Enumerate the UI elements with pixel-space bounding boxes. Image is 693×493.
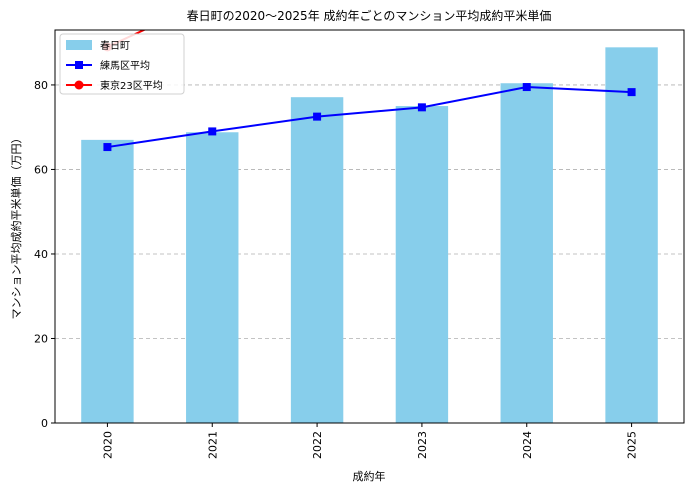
bars — [81, 47, 658, 423]
legend-label: 春日町 — [100, 40, 130, 52]
legend-marker — [74, 80, 84, 90]
bar — [605, 47, 658, 423]
point-marker — [313, 112, 322, 121]
plot-frame — [54, 29, 685, 424]
x-tick-label: 2025 — [626, 431, 639, 459]
y-axis-label: マンション平均成約平米単価（万円） — [9, 133, 23, 320]
x-tick-label: 2024 — [521, 431, 534, 459]
series-line — [106, 30, 147, 48]
chart-title: 春日町の2020〜2025年 成約年ごとのマンション平均成約平米単価 — [187, 8, 552, 23]
bar — [290, 97, 344, 423]
x-tick-label: 2022 — [311, 431, 324, 459]
y-tick-label: 80 — [34, 79, 48, 92]
point-marker — [417, 103, 426, 112]
y-tick-label: 40 — [34, 248, 48, 261]
x-axis: 2020 2021 2022 2023 2024 2025 — [101, 423, 639, 459]
point-marker — [208, 0, 217, 3]
point-marker — [522, 83, 531, 92]
point-marker — [627, 88, 636, 97]
y-tick-label: 20 — [34, 332, 48, 345]
y-tick-label: 60 — [34, 163, 48, 176]
bar — [500, 83, 553, 423]
y-tick-label: 0 — [41, 417, 48, 430]
point-marker — [208, 127, 217, 136]
legend-marker — [75, 61, 83, 69]
bar — [186, 132, 239, 423]
legend-swatch — [66, 40, 92, 50]
bar — [395, 106, 449, 423]
bar — [81, 139, 134, 423]
series-line — [107, 86, 632, 149]
legend-label: 東京23区平均 — [100, 79, 163, 92]
x-tick-label: 2021 — [206, 431, 219, 459]
gridlines — [55, 84, 684, 424]
y-axis: 0 20 40 60 80 — [34, 79, 55, 430]
point-marker — [103, 143, 112, 152]
x-tick-label: 2020 — [101, 431, 114, 459]
x-axis-label: 成約年 — [353, 469, 386, 483]
x-tick-label: 2023 — [416, 431, 429, 459]
legend-label: 練馬区平均 — [100, 59, 150, 72]
